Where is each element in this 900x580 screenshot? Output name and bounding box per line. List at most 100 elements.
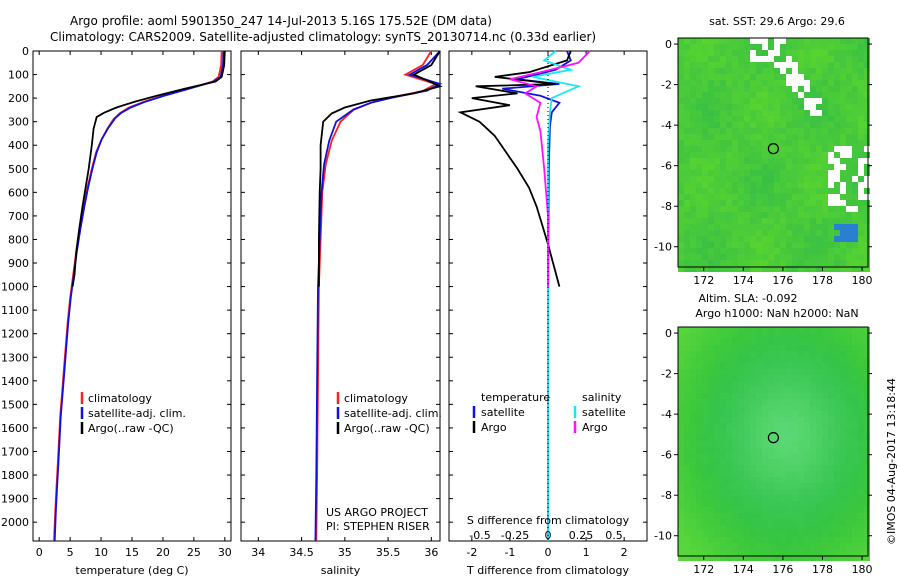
map-cell [798, 351, 804, 357]
map-cell [744, 158, 750, 164]
map-cell [732, 363, 738, 369]
map-cell [696, 543, 702, 549]
map-cell [702, 116, 708, 122]
map-cell [714, 56, 720, 62]
map-cell [762, 459, 768, 465]
map-cell [846, 543, 852, 549]
map-cell [702, 477, 708, 483]
map-cell [762, 465, 768, 471]
map-cell [696, 495, 702, 501]
map-cell [834, 98, 840, 104]
map-cell [798, 537, 804, 543]
map-cell [834, 483, 840, 489]
difference-xtick-label: -2 [466, 546, 477, 559]
map-cell [780, 339, 786, 345]
map-cell [750, 459, 756, 465]
map-cell [792, 242, 798, 248]
map-cell [804, 182, 810, 188]
depth-tick-label: 2000 [1, 516, 29, 529]
depth-tick-label: 600 [8, 186, 29, 199]
map-cell [864, 339, 870, 345]
map-cell [690, 128, 696, 134]
map-cell [828, 501, 834, 507]
map-cell [864, 555, 870, 561]
map-cell [798, 128, 804, 134]
map-cell [696, 381, 702, 387]
map-cell [714, 327, 720, 333]
map-cell [828, 110, 834, 116]
map-cell [786, 224, 792, 230]
map-cell [684, 152, 690, 158]
map-cell [810, 74, 816, 80]
map-cell [792, 387, 798, 393]
map-cell [792, 411, 798, 417]
map-cell [834, 224, 840, 230]
map-cell [804, 146, 810, 152]
map-cell [744, 405, 750, 411]
map-cell [828, 170, 834, 176]
map-cell [816, 471, 822, 477]
map-cell [684, 194, 690, 200]
map-cell [738, 74, 744, 80]
map-cell [720, 519, 726, 525]
map-cell [708, 242, 714, 248]
map-cell [846, 146, 852, 152]
map-cell [768, 152, 774, 158]
map-cell [780, 242, 786, 248]
map-cell [858, 98, 864, 104]
map-cell [852, 549, 858, 555]
temperature-xtick-label: 20 [156, 546, 170, 559]
map-cell [744, 435, 750, 441]
map-cell [684, 453, 690, 459]
map-cell [678, 333, 684, 339]
map-cell [786, 495, 792, 501]
map-cell [816, 495, 822, 501]
map-cell [678, 188, 684, 194]
map-cell [852, 423, 858, 429]
map-cell [732, 399, 738, 405]
map-cell [756, 519, 762, 525]
map-cell [774, 176, 780, 182]
map-cell [798, 549, 804, 555]
map-cell [822, 339, 828, 345]
map-cell [852, 50, 858, 56]
map-cell [768, 327, 774, 333]
map-cell [744, 471, 750, 477]
map-cell [768, 489, 774, 495]
map-cell [786, 134, 792, 140]
map-cell [798, 495, 804, 501]
map-cell [798, 116, 804, 122]
map-cell [708, 140, 714, 146]
map-cell [792, 56, 798, 62]
map-cell [696, 62, 702, 68]
map-cell [822, 152, 828, 158]
map-cell [750, 525, 756, 531]
map-cell [804, 110, 810, 116]
map-cell [864, 44, 870, 50]
map-cell [684, 387, 690, 393]
map-cell [840, 128, 846, 134]
map-cell [696, 164, 702, 170]
map-cell [858, 242, 864, 248]
map-cell [774, 327, 780, 333]
sst-map-xtick-label: 174 [733, 274, 754, 287]
map-cell [720, 50, 726, 56]
map-cell [750, 519, 756, 525]
map-cell [714, 140, 720, 146]
map-cell [744, 218, 750, 224]
map-cell [768, 194, 774, 200]
map-cell [840, 387, 846, 393]
map-cell [810, 248, 816, 254]
map-cell [726, 206, 732, 212]
map-cell [708, 50, 714, 56]
map-cell [840, 50, 846, 56]
map-cell [834, 411, 840, 417]
map-cell [834, 333, 840, 339]
map-cell [696, 182, 702, 188]
map-cell [762, 333, 768, 339]
map-cell [744, 495, 750, 501]
map-cell [810, 62, 816, 68]
map-cell [828, 405, 834, 411]
map-cell [696, 38, 702, 44]
map-cell [840, 170, 846, 176]
